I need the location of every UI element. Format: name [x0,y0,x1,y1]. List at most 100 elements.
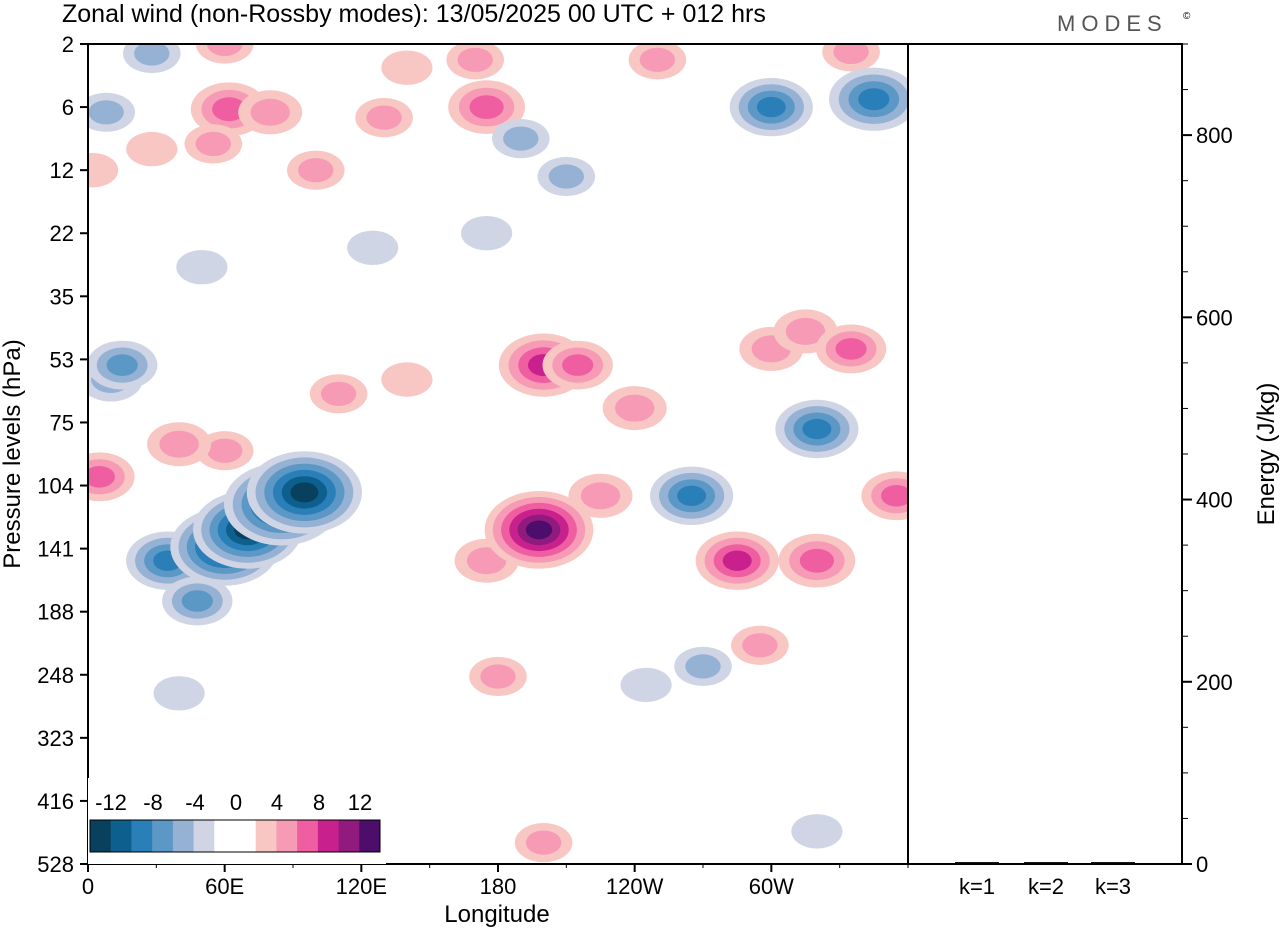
energy-axis-label: Energy (J/kg) [1253,383,1280,526]
wind-contour-20-0 [461,216,513,251]
y-tick-label: 141 [37,537,74,562]
x-tick-label: 120W [606,874,664,899]
y-tick-label: 75 [50,410,74,435]
wind-contour-48-1 [742,633,778,658]
wind-contour-19-0 [347,230,399,265]
y-tick-label: 6 [62,95,74,120]
colorbar-label: -12 [95,790,127,815]
wind-contour-16-1 [548,164,584,189]
wind-contour-51-0 [620,667,672,703]
wind-contour-15-1 [503,126,539,151]
colorbar-cell [317,820,339,852]
colorbar-label: -4 [185,790,205,815]
colorbar-cell [235,820,257,852]
wind-contour-46-1 [685,654,721,679]
wind-contour-12-2 [469,95,504,119]
energy-category-label: k=1 [959,874,995,899]
y-tick-label: 104 [37,474,74,499]
colorbar-cell [193,820,215,852]
y-tick-label: 35 [50,284,74,309]
wind-contour-4-1 [195,131,231,156]
wind-contour-13-1 [639,47,676,72]
wind-contour-18-3 [858,88,890,111]
colorbar-label: 12 [348,790,372,815]
energy-category-label: k=3 [1095,874,1131,899]
energy-bars [955,862,1135,865]
x-tick-label: 60W [749,874,794,899]
wind-contour-23-2 [106,354,138,376]
wind-contour-0-1 [88,100,124,125]
modes-logo: MODES [1057,11,1168,36]
wind-contour-21-0 [176,250,228,285]
wind-contour-31-1 [615,394,655,422]
y-tick-label: 528 [37,852,74,877]
y-tick-label: 188 [37,600,74,625]
colorbar-label: -8 [143,790,163,815]
colorbar-cell [172,820,194,852]
wind-contour-6-0 [88,153,119,188]
wind-contour-3-2 [212,97,247,122]
wind-contour-41-2 [181,590,213,612]
wind-contour-55-0 [153,676,205,711]
wind-contour-17-3 [756,96,786,118]
wind-contour-34-2 [835,338,867,360]
wind-contour-10-0 [381,50,433,85]
wind-contour-45-3 [677,485,707,506]
colorbar-label: 0 [230,790,242,815]
colorbar-label: 8 [313,790,325,815]
wind-contour-5-1 [250,98,290,126]
colorbar-cell [131,820,153,852]
x-tick-label: 60E [205,874,244,899]
wind-contour-35-3 [802,418,832,440]
x-axis-label: Longitude [444,901,549,928]
y-tick-label: 416 [37,789,74,814]
logo-mark: © [1183,11,1191,22]
chart-title: Zonal wind (non-Rossby modes): 13/05/202… [62,0,766,28]
wind-contour-24-1 [207,438,243,463]
y-tick-label: 2 [62,32,74,57]
wind-contour-7-0 [126,131,178,167]
colorbar-cell [90,820,112,852]
wind-contour-1-1 [134,44,170,66]
wind-contour-2-1 [207,44,243,57]
y-tick-label: 248 [37,663,74,688]
y-tick-label: 323 [37,726,74,751]
wind-contour-50-2 [881,485,908,507]
wind-contour-52-1 [480,664,516,689]
wind-contour-44-1 [580,482,621,510]
wind-contour-9-1 [366,105,402,130]
wind-contour-47-3 [722,550,752,571]
energy-bar-k=2 [1024,862,1068,865]
x-axis: 0 60E 120E 180 120W 60W [82,864,909,899]
wind-contour-26-1 [159,430,199,458]
y-tick-label: 22 [50,221,74,246]
y-tick-label: 53 [50,347,74,372]
colorbar-cell [152,820,174,852]
x-tick-label: 0 [82,874,94,899]
energy-bar-k=1 [955,862,999,865]
energy-tick-label: 400 [1196,488,1233,513]
heatmap-field [88,44,908,863]
colorbar-label: 4 [271,790,283,815]
wind-contour-27-1 [320,381,357,406]
energy-axis: 0 200 400 600 800 [1182,43,1233,877]
energy-bar-k=3 [1091,862,1135,865]
wind-contour-54-0 [791,814,843,849]
energy-tick-label: 0 [1196,852,1208,877]
energy-category-label: k=2 [1028,874,1064,899]
x-tick-label: 180 [480,874,517,899]
colorbar-cell [214,820,236,852]
y-axis-label: Pressure levels (hPa) [0,339,26,568]
wind-contour-49-2 [799,548,835,573]
colorbar-cell [276,820,298,852]
energy-tick-label: 200 [1196,670,1233,695]
wind-contour-11-1 [457,47,493,72]
energy-tick-label: 600 [1196,305,1233,330]
x-tick-label: 120E [336,874,387,899]
y-axis: 2 6 12 22 35 53 75 104 141 188 248 323 416 528 [37,32,88,877]
energy-tick-label: 800 [1196,123,1233,148]
wind-contour-40-5 [290,482,319,503]
y-tick-label: 12 [50,158,74,183]
